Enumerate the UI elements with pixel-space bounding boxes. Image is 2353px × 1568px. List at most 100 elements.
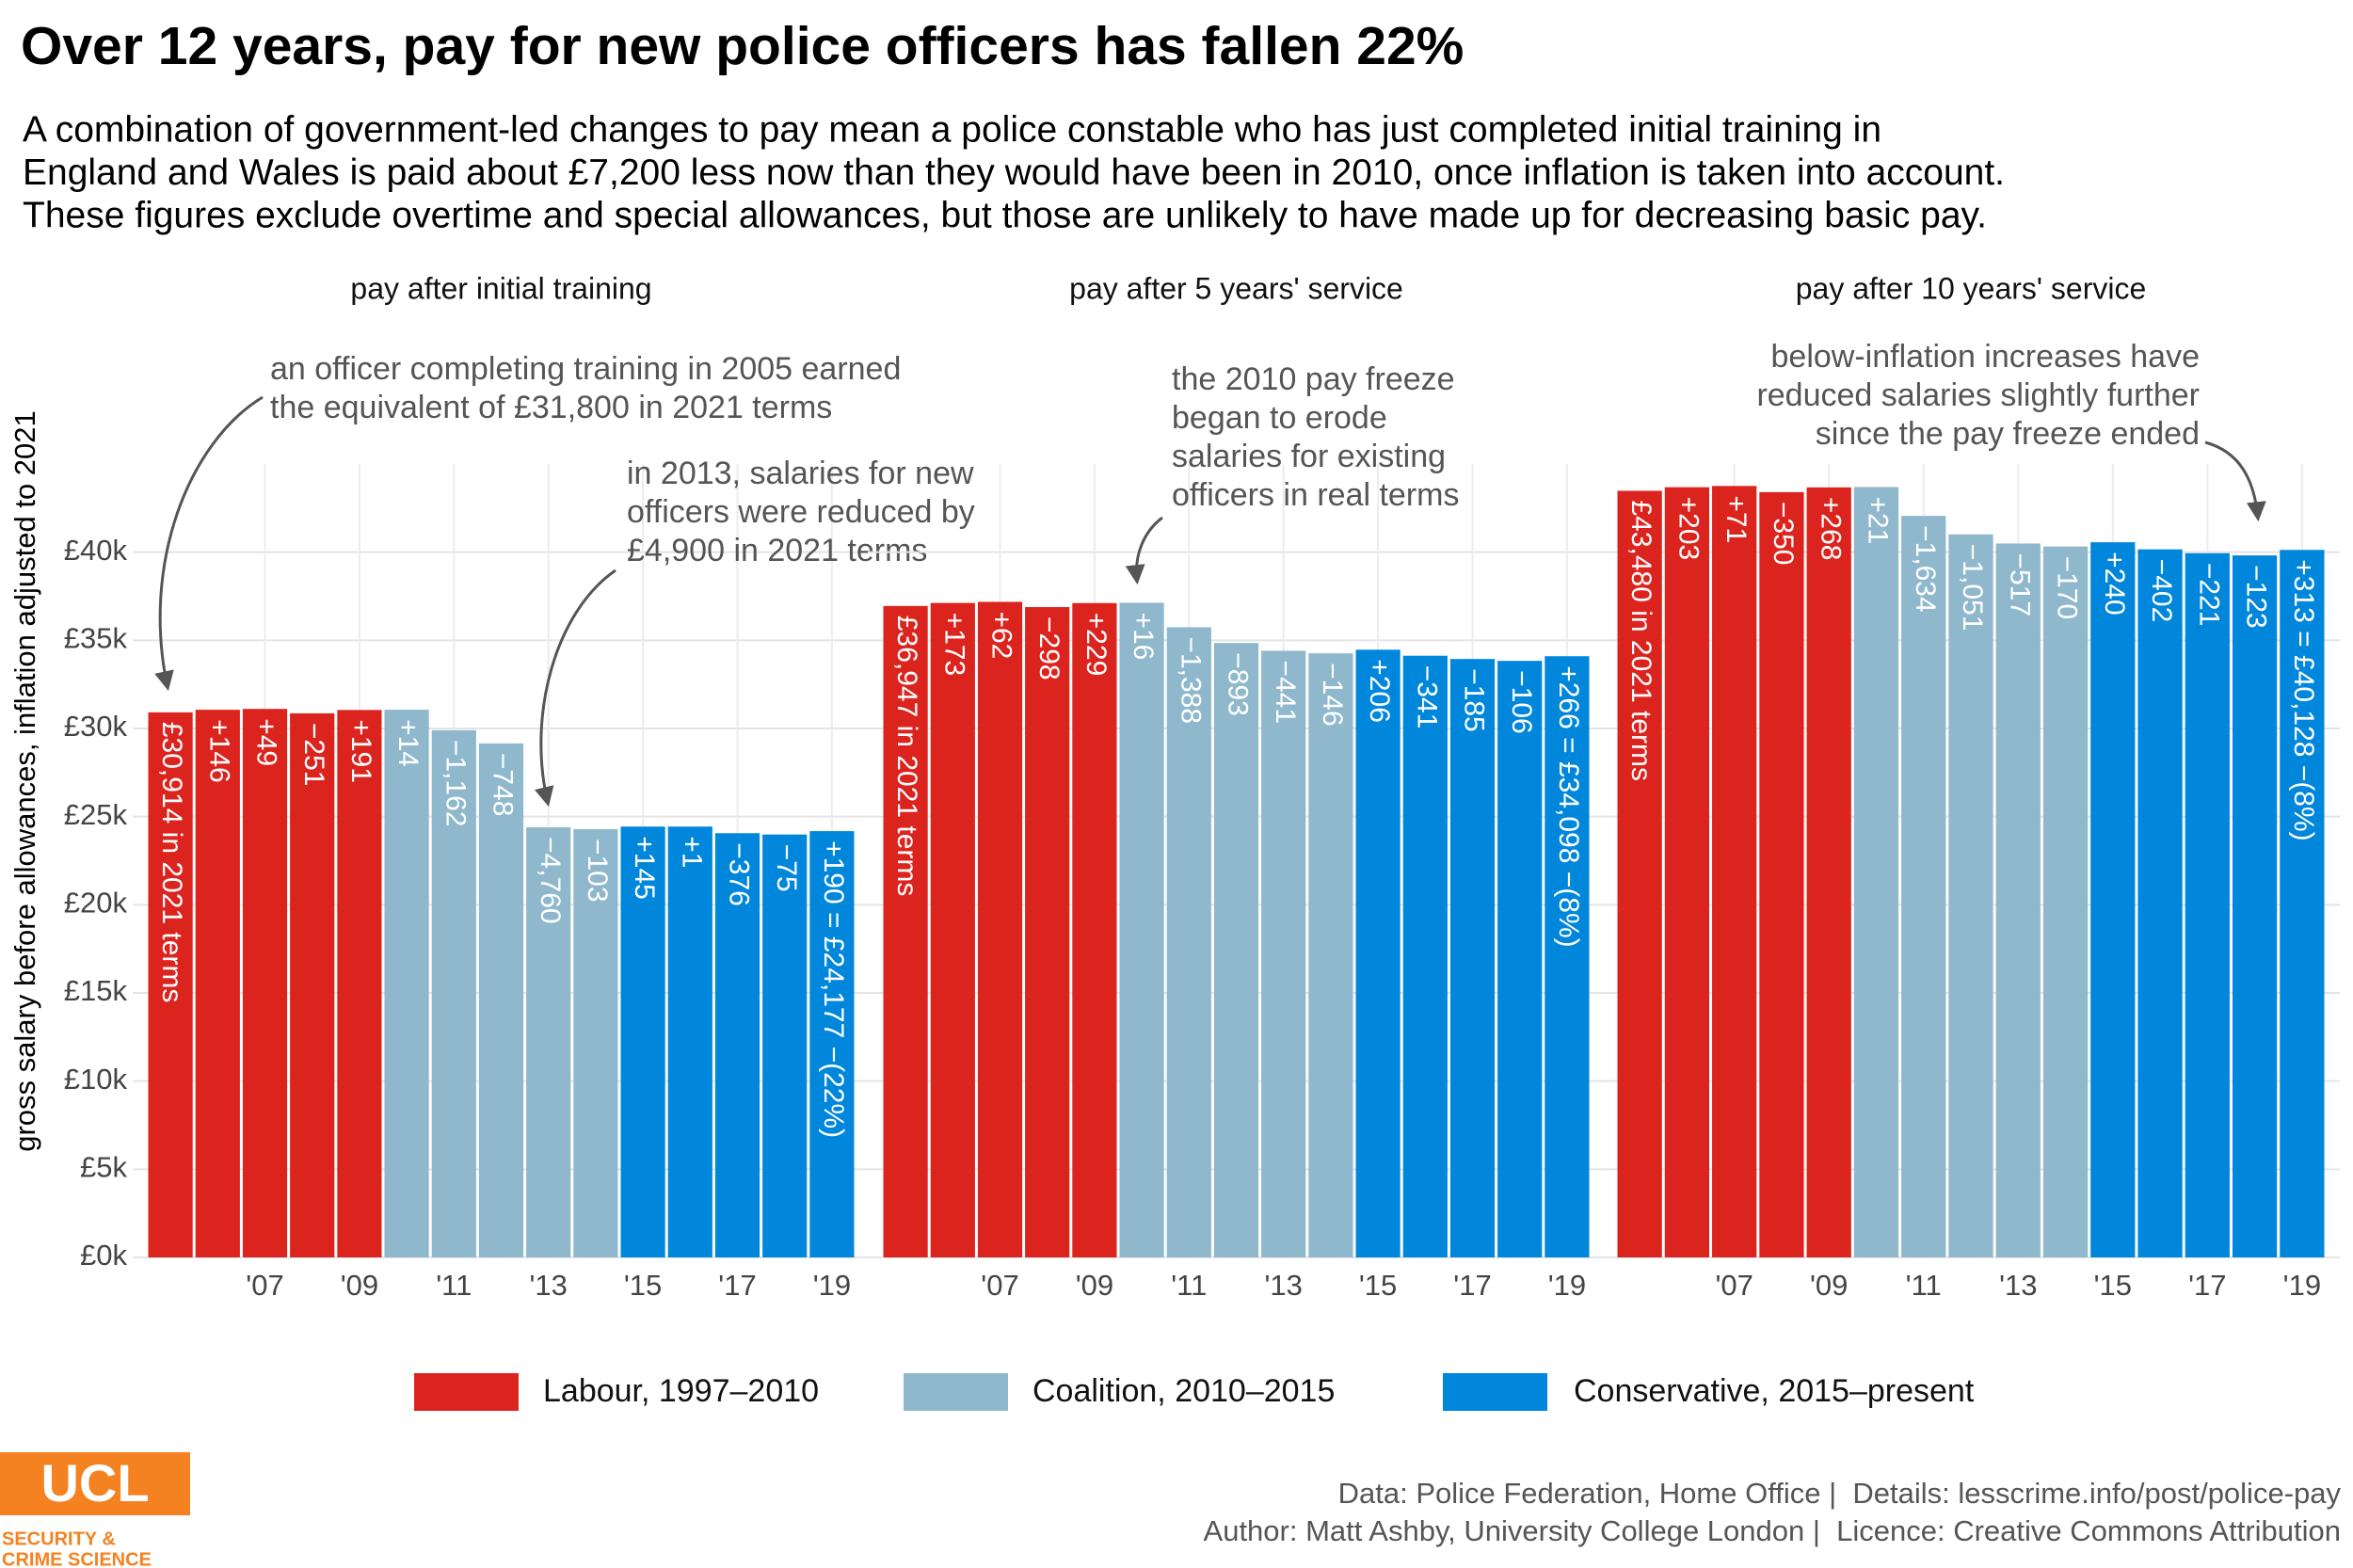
bar [1853, 487, 1899, 1257]
bar [1119, 602, 1164, 1257]
annotation: salaries for existing [1172, 439, 1446, 474]
bar [809, 831, 855, 1257]
annotation: the equivalent of £31,800 in 2021 terms [270, 390, 832, 425]
bar-label: −103 [582, 839, 613, 903]
bar-label: −251 [298, 723, 329, 787]
bar [1261, 650, 1306, 1257]
bar [573, 828, 618, 1257]
legend-swatch [414, 1373, 519, 1411]
bar-label: −441 [1270, 660, 1301, 724]
bar [2137, 549, 2183, 1257]
annotation-arrow [154, 395, 264, 692]
bar [526, 827, 571, 1257]
bar [2280, 550, 2325, 1257]
logo-text: UCL [40, 1453, 149, 1512]
bar-label: −350 [1768, 502, 1799, 566]
bar [1449, 659, 1496, 1257]
bar-label: −517 [2004, 552, 2035, 616]
bar [2232, 555, 2278, 1257]
bar-label: −1,051 [1957, 544, 1988, 632]
x-tick-label: '11 [436, 1269, 472, 1302]
bar-label: +21 [1863, 496, 1894, 544]
bar [1308, 653, 1353, 1257]
bar [1712, 486, 1757, 1257]
x-tick-label: '13 [1999, 1269, 2037, 1302]
bar-label: −893 [1223, 652, 1254, 716]
bar [1759, 491, 1804, 1257]
bar-label: +16 [1128, 612, 1159, 660]
bar-label: +71 [1721, 495, 1752, 543]
x-tick-label: '07 [246, 1269, 283, 1302]
bar [431, 729, 476, 1257]
annotation: below-inflation increases have [1771, 339, 2200, 375]
y-axis-title: gross salary before allowances, inflatio… [8, 410, 41, 1152]
chart-title: Over 12 years, pay for new police office… [21, 16, 1464, 76]
annotation: officers were reduced by [627, 494, 975, 530]
x-tick-label: '15 [624, 1269, 662, 1302]
bar [762, 834, 808, 1257]
bar [883, 605, 928, 1257]
bar [148, 712, 193, 1257]
bar [930, 602, 975, 1257]
bar [1664, 487, 1710, 1257]
annotation: in 2013, salaries for new [627, 456, 974, 491]
annotation: £4,900 in 2021 terms [627, 533, 927, 568]
bar-label: −376 [724, 842, 755, 906]
x-tick-label: '07 [1715, 1269, 1753, 1302]
bar-label: +49 [251, 718, 282, 766]
bar [1901, 516, 1946, 1257]
logo-box [0, 1452, 190, 1515]
bar-label: −221 [2193, 563, 2224, 627]
subtitle: A combination of government-led changes … [23, 109, 1881, 150]
logo-subtext: CRIME SCIENCE [2, 1549, 152, 1568]
subtitle: England and Wales is paid about £7,200 l… [23, 152, 2005, 193]
x-tick-label: '13 [529, 1269, 567, 1302]
bar-label: £43,480 in 2021 terms [1625, 500, 1657, 781]
x-tick-label: '17 [718, 1269, 756, 1302]
bar-label: £36,947 in 2021 terms [891, 616, 922, 897]
x-tick-label: '17 [1453, 1269, 1491, 1302]
y-tick-label: £40k [64, 534, 128, 567]
x-tick-label: '09 [1810, 1269, 1848, 1302]
bar-label: −402 [2146, 559, 2177, 623]
bar-label: −1,634 [1910, 525, 1941, 613]
bar [1497, 661, 1543, 1257]
bar-label: −146 [1317, 663, 1348, 727]
bar [1072, 602, 1117, 1257]
annotation-arrow [534, 568, 616, 808]
bar-label: +1 [676, 836, 707, 868]
x-tick-label: '07 [981, 1269, 1018, 1302]
bar-label: −298 [1033, 616, 1064, 680]
bar [2185, 552, 2230, 1257]
bar-label: +206 [1364, 659, 1395, 723]
caption: Author: Matt Ashby, University College L… [1204, 1514, 2341, 1547]
x-tick-label: '09 [1076, 1269, 1113, 1302]
bar [290, 712, 335, 1257]
x-tick-label: '13 [1264, 1269, 1302, 1302]
bar [667, 826, 712, 1257]
bar-label: +173 [938, 613, 969, 677]
bar-label: −106 [1506, 670, 1537, 734]
bar [1355, 649, 1401, 1257]
y-tick-label: £35k [64, 622, 128, 655]
x-tick-label: '19 [813, 1269, 851, 1302]
bar-label: −123 [2241, 565, 2272, 629]
bar [1213, 643, 1259, 1257]
bar [714, 833, 760, 1257]
annotation: since the pay freeze ended [1816, 416, 2200, 452]
annotation-arrow [1125, 516, 1163, 585]
bar-label: +191 [345, 719, 376, 783]
bar-label: +145 [629, 836, 660, 900]
bar-label: −4,760 [535, 837, 566, 924]
bar [620, 826, 665, 1257]
logo-subtext: SECURITY & [2, 1528, 116, 1549]
bar [2042, 546, 2089, 1257]
x-tick-label: '11 [1171, 1269, 1207, 1302]
bar [1995, 543, 2041, 1257]
bar [2090, 542, 2136, 1257]
bar-label: +62 [986, 611, 1017, 659]
x-tick-label: '19 [2283, 1269, 2321, 1302]
bar [1402, 655, 1448, 1257]
legend-label: Coalition, 2010–2015 [1032, 1373, 1335, 1409]
